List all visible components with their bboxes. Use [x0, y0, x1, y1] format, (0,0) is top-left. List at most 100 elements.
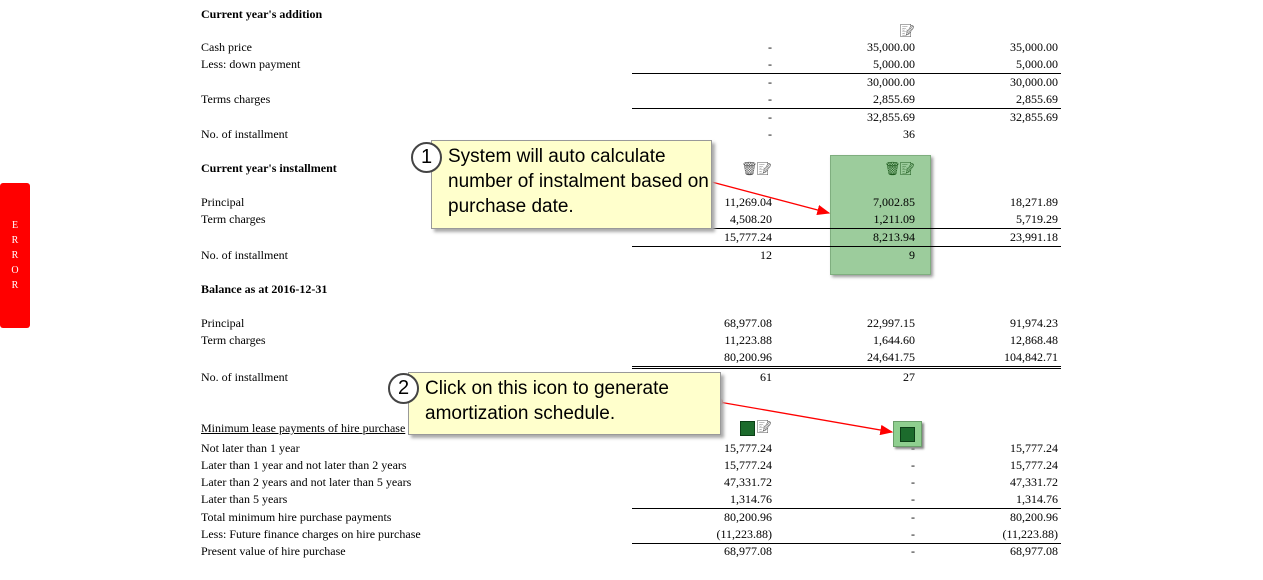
row-value: 4,508.20	[730, 212, 772, 226]
section-title: Current year's addition	[201, 7, 323, 21]
trash-icon[interactable]: 🗑︎	[884, 161, 901, 176]
row-value: -	[768, 127, 772, 141]
row-value: 35,000.00	[1010, 40, 1058, 54]
row-value: -	[911, 475, 915, 489]
edit-icon[interactable]: 📝︎	[756, 419, 773, 434]
row-value: 8,213.94	[873, 230, 915, 244]
row-value: 15,777.24	[724, 458, 772, 472]
row-value: 80,200.96	[1010, 510, 1058, 524]
divider	[632, 543, 1061, 544]
row-value: 5,719.29	[1016, 212, 1058, 226]
row-value: 80,200.96	[724, 350, 772, 364]
divider	[632, 228, 1061, 229]
row-value: -	[768, 75, 772, 89]
row-value: -	[768, 57, 772, 71]
row-value: -	[768, 92, 772, 106]
schedule-icon[interactable]	[740, 421, 755, 439]
row-label: No. of installment	[201, 248, 288, 262]
row-label: Terms charges	[201, 92, 271, 106]
section-title: Minimum lease payments of hire purchase	[201, 421, 406, 435]
row-label: Less: Future finance charges on hire pur…	[201, 527, 421, 541]
callout-1-text: System will auto calculate number of ins…	[448, 146, 709, 217]
row-label: Less: down payment	[201, 57, 301, 71]
schedule-icon	[900, 426, 915, 442]
row-label: Later than 1 year and not later than 2 y…	[201, 458, 407, 472]
row-value: 104,842.71	[1004, 350, 1058, 364]
row-value: 15,777.24	[724, 441, 772, 455]
row-value: -	[911, 510, 915, 524]
row-value: 68,977.08	[724, 316, 772, 330]
edit-icon[interactable]: 📝︎	[899, 161, 916, 176]
divider	[632, 73, 1061, 74]
row-value: -	[911, 544, 915, 558]
row-label: Cash price	[201, 40, 252, 54]
arrow-1	[707, 180, 831, 216]
row-value: -	[911, 527, 915, 541]
row-label: Principal	[201, 316, 245, 330]
row-value: -	[911, 492, 915, 506]
row-value: 23,991.18	[1010, 230, 1058, 244]
error-letter: R	[11, 235, 19, 246]
row-value: 1,211.09	[873, 212, 915, 226]
edit-icon[interactable]: 📝︎	[756, 161, 773, 176]
row-value: 1,314.76	[1016, 492, 1058, 506]
error-letter: O	[11, 265, 19, 276]
edit-icon[interactable]: 📝︎	[899, 23, 916, 38]
error-letter: R	[11, 280, 19, 291]
row-value: 18,271.89	[1010, 195, 1058, 209]
row-value: 27	[903, 370, 915, 384]
row-value: 2,855.69	[873, 92, 915, 106]
row-value: -	[911, 441, 915, 455]
section-title: Balance as at 2016-12-31	[201, 282, 328, 296]
row-label: Later than 2 years and not later than 5 …	[201, 475, 412, 489]
arrow-2	[718, 401, 894, 436]
row-value: 32,855.69	[867, 110, 915, 124]
row-label: Principal	[201, 195, 245, 209]
row-value: -	[911, 458, 915, 472]
row-label: Term charges	[201, 212, 266, 226]
row-value: 24,641.75	[867, 350, 915, 364]
row-value: 30,000.00	[867, 75, 915, 89]
callout-1-number: 1	[411, 142, 442, 173]
row-label: No. of installment	[201, 370, 288, 384]
row-label: Present value of hire purchase	[201, 544, 346, 558]
error-letter: E	[11, 220, 19, 231]
row-value: 7,002.85	[873, 195, 915, 209]
row-label: No. of installment	[201, 127, 288, 141]
row-value: 15,777.24	[1010, 441, 1058, 455]
row-value: 22,997.15	[867, 316, 915, 330]
row-value: 1,644.60	[873, 333, 915, 347]
row-value: 12	[760, 248, 772, 262]
error-letter: R	[11, 250, 19, 261]
row-value: 68,977.08	[1010, 544, 1058, 558]
highlight-box	[830, 155, 931, 275]
row-label: Term charges	[201, 333, 266, 347]
row-value: 11,223.88	[724, 333, 772, 347]
generate-amortization-schedule-button[interactable]	[893, 421, 922, 447]
divider	[632, 246, 1061, 247]
callout-2-text: Click on this icon to generate amortizat…	[425, 378, 669, 424]
row-label: Not later than 1 year	[201, 441, 300, 455]
row-value: 80,200.96	[724, 510, 772, 524]
row-value: 47,331.72	[1010, 475, 1058, 489]
row-value: 15,777.24	[724, 230, 772, 244]
trash-icon[interactable]: 🗑︎	[741, 161, 758, 176]
row-label: Total minimum hire purchase payments	[201, 510, 392, 524]
row-value: (11,223.88)	[716, 527, 772, 541]
row-value: 2,855.69	[1016, 92, 1058, 106]
callout-2: Click on this icon to generate amortizat…	[408, 372, 721, 435]
row-value: 47,331.72	[724, 475, 772, 489]
row-value: 61	[760, 370, 772, 384]
divider	[632, 366, 1061, 367]
callout-2-number: 2	[388, 373, 419, 404]
row-value: 9	[909, 248, 915, 262]
row-value: 30,000.00	[1010, 75, 1058, 89]
row-value: 35,000.00	[867, 40, 915, 54]
row-value: 5,000.00	[873, 57, 915, 71]
row-label: Later than 5 years	[201, 492, 288, 506]
row-value: 5,000.00	[1016, 57, 1058, 71]
callout-1: System will auto calculate number of ins…	[431, 140, 712, 229]
row-value: (11,223.88)	[1002, 527, 1058, 541]
